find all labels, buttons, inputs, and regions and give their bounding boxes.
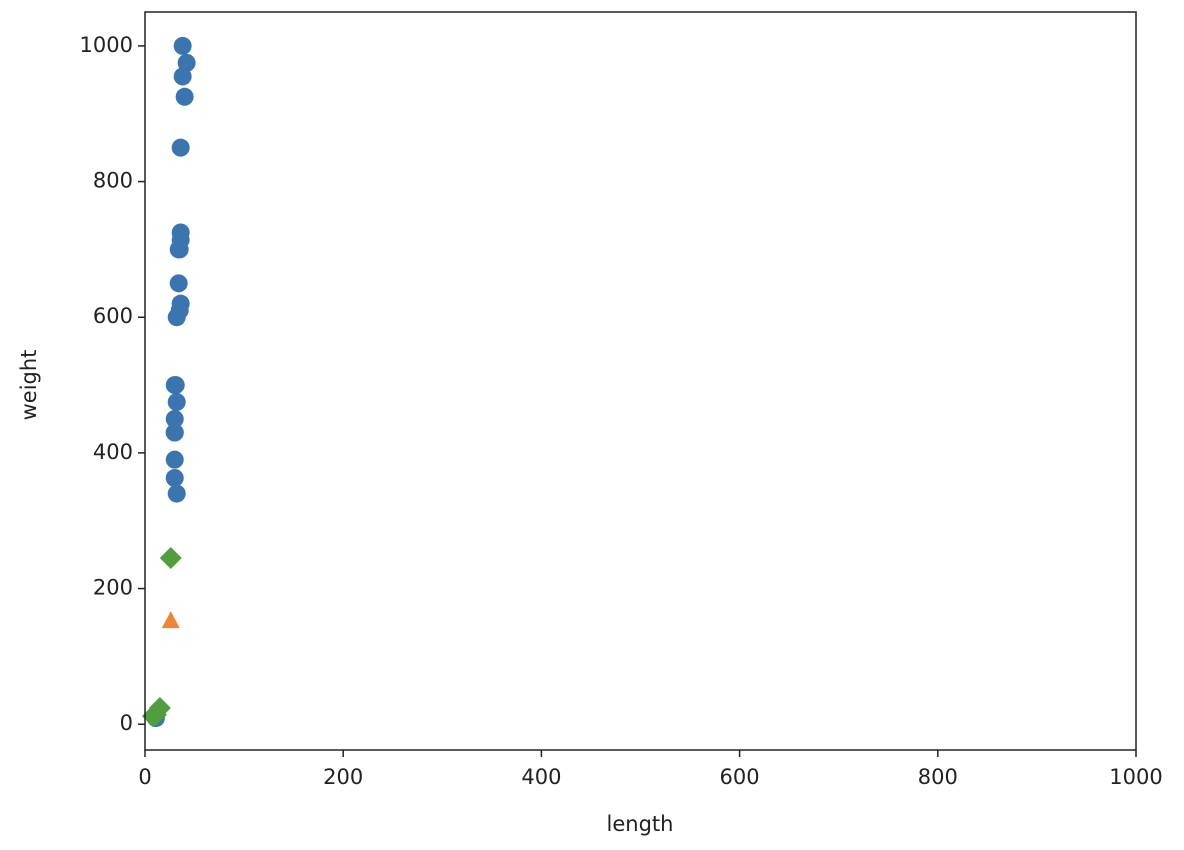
scatter-point — [173, 67, 192, 86]
x-tick-label: 1000 — [1109, 765, 1162, 789]
y-axis-label: weight — [17, 350, 41, 421]
plot-frame — [144, 11, 1137, 751]
x-tick-label: 400 — [521, 765, 561, 789]
scatter-point — [165, 450, 184, 469]
x-tick-label: 200 — [323, 765, 363, 789]
scatter-point — [141, 705, 164, 728]
scatter-point — [167, 393, 186, 412]
scatter-point — [165, 376, 184, 395]
scatter-point — [169, 274, 188, 293]
scatter-point — [169, 240, 188, 259]
y-tick-label: 800 — [93, 169, 133, 193]
scatter-point — [175, 87, 194, 106]
scatter-point — [171, 138, 190, 157]
x-tick-label: 0 — [138, 765, 151, 789]
scatter-point — [165, 423, 184, 442]
scatter-point — [165, 468, 184, 487]
y-tick-label: 400 — [93, 440, 133, 464]
scatter-point — [177, 53, 196, 72]
y-tick-label: 0 — [120, 711, 133, 735]
scatter-point — [161, 611, 180, 629]
scatter-point — [173, 36, 192, 55]
x-axis-label: length — [607, 812, 674, 836]
y-tick-label: 200 — [93, 576, 133, 600]
y-tick-label: 600 — [93, 304, 133, 328]
x-tick-label: 600 — [720, 765, 760, 789]
scatter-point — [165, 409, 184, 428]
y-tick-label: 1000 — [80, 33, 133, 57]
scatter-point — [159, 547, 182, 570]
x-tick-label: 800 — [918, 765, 958, 789]
scatter-point — [167, 484, 186, 503]
scatter-point — [167, 308, 186, 327]
